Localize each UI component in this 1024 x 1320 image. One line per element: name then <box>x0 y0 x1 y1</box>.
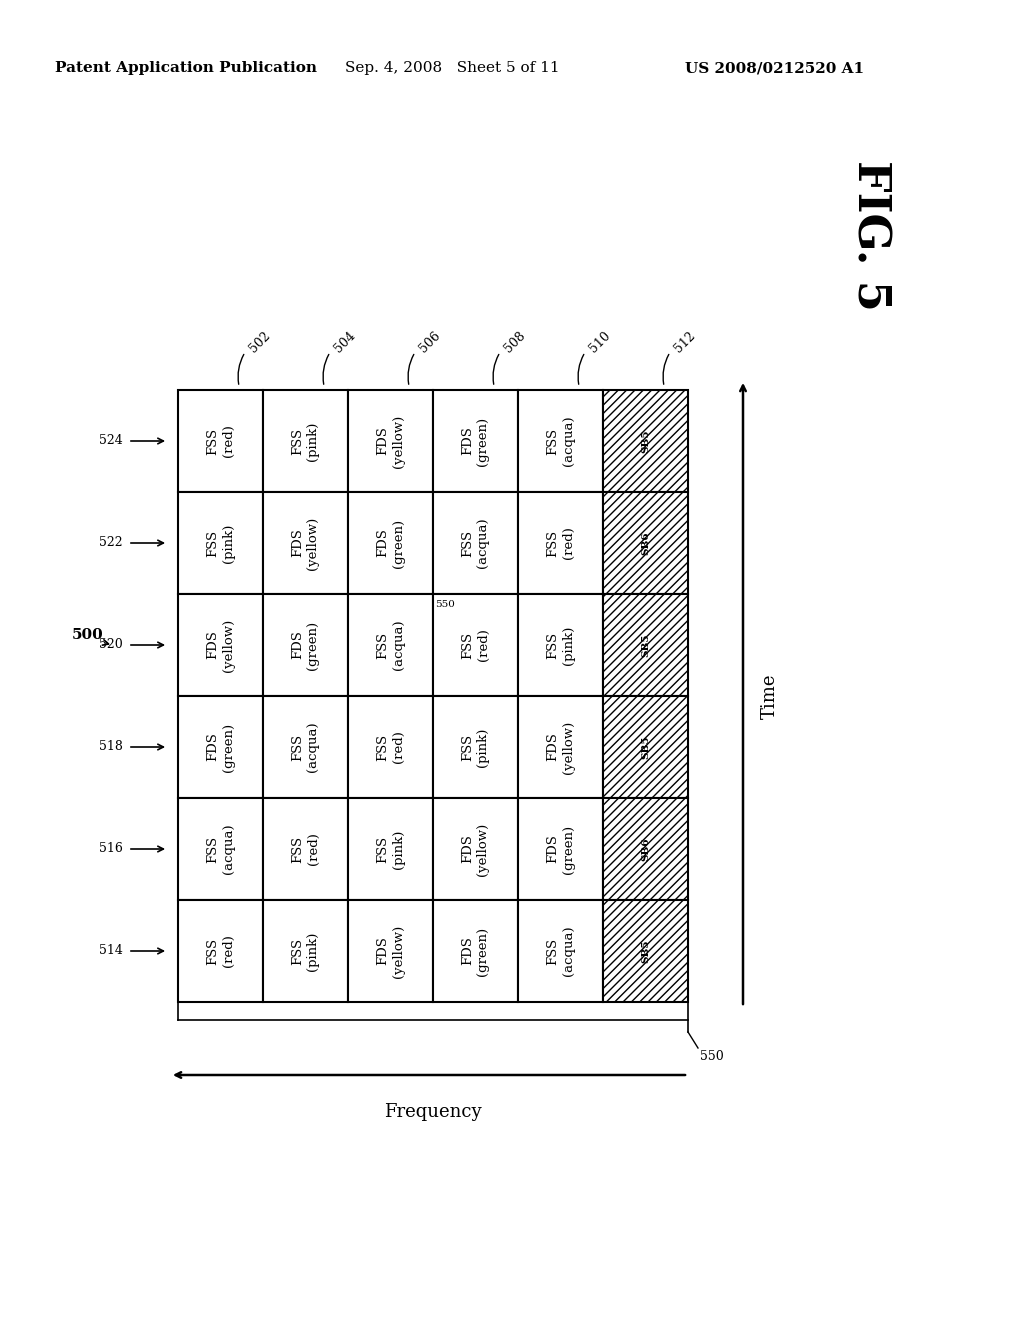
Bar <box>348 594 433 696</box>
Text: FSS
(red): FSS (red) <box>547 527 574 560</box>
Bar <box>348 492 433 594</box>
Bar <box>518 492 603 594</box>
Text: 512: 512 <box>672 329 698 355</box>
Text: SB5: SB5 <box>641 634 650 657</box>
Text: US 2008/0212520 A1: US 2008/0212520 A1 <box>685 61 864 75</box>
Text: SB5: SB5 <box>641 429 650 453</box>
Text: FDS
(yellow): FDS (yellow) <box>207 618 234 672</box>
Text: 514: 514 <box>99 945 123 957</box>
Bar <box>603 594 688 696</box>
Text: 550: 550 <box>435 601 455 609</box>
Text: SB5: SB5 <box>641 940 650 962</box>
Bar <box>603 799 688 900</box>
Bar <box>433 492 518 594</box>
Text: Frequency: Frequency <box>384 1104 482 1121</box>
Text: 508: 508 <box>502 329 528 355</box>
Text: FIG. 5: FIG. 5 <box>849 160 892 310</box>
Bar <box>433 594 518 696</box>
Text: FSS
(pink): FSS (pink) <box>377 829 404 869</box>
Text: FDS
(green): FDS (green) <box>462 416 489 466</box>
Text: FSS
(pink): FSS (pink) <box>292 421 319 461</box>
Bar <box>178 492 263 594</box>
Text: FSS
(acqua): FSS (acqua) <box>207 824 234 874</box>
Bar <box>348 389 433 492</box>
Text: FDS
(yellow): FDS (yellow) <box>377 414 404 467</box>
Text: FDS
(green): FDS (green) <box>207 722 234 772</box>
Text: FDS
(yellow): FDS (yellow) <box>377 924 404 978</box>
Text: FSS
(acqua): FSS (acqua) <box>547 925 574 977</box>
Text: FDS
(green): FDS (green) <box>292 620 319 669</box>
Text: SB5: SB5 <box>641 735 650 759</box>
Text: FDS
(yellow): FDS (yellow) <box>547 721 574 774</box>
Bar <box>433 900 518 1002</box>
Text: FDS
(yellow): FDS (yellow) <box>462 822 489 875</box>
Text: 520: 520 <box>99 639 123 652</box>
Text: FSS
(red): FSS (red) <box>462 628 489 661</box>
Bar <box>263 492 348 594</box>
Text: 502: 502 <box>247 329 273 355</box>
Bar <box>263 696 348 799</box>
Bar <box>603 389 688 492</box>
Text: FSS
(pink): FSS (pink) <box>207 523 234 562</box>
Text: FDS
(green): FDS (green) <box>462 927 489 975</box>
Bar <box>348 799 433 900</box>
Text: FDS
(yellow): FDS (yellow) <box>292 516 319 570</box>
Bar <box>178 900 263 1002</box>
Text: FSS
(acqua): FSS (acqua) <box>547 416 574 466</box>
Text: 500: 500 <box>72 628 103 642</box>
Text: FSS
(pink): FSS (pink) <box>292 932 319 970</box>
Bar <box>518 389 603 492</box>
Text: SB6: SB6 <box>641 837 650 861</box>
Text: Sep. 4, 2008   Sheet 5 of 11: Sep. 4, 2008 Sheet 5 of 11 <box>345 61 560 75</box>
Text: 518: 518 <box>99 741 123 754</box>
Bar <box>178 696 263 799</box>
Bar <box>603 492 688 594</box>
Bar <box>603 799 688 900</box>
Bar <box>603 900 688 1002</box>
Text: 522: 522 <box>99 536 123 549</box>
Bar <box>263 799 348 900</box>
Text: FSS
(red): FSS (red) <box>207 935 234 968</box>
Bar <box>603 594 688 696</box>
Bar <box>178 799 263 900</box>
Text: FSS
(pink): FSS (pink) <box>462 727 489 767</box>
Bar <box>433 389 518 492</box>
Bar <box>433 696 518 799</box>
Text: FSS
(acqua): FSS (acqua) <box>462 517 489 569</box>
Text: Time: Time <box>761 673 779 719</box>
Bar <box>603 696 688 799</box>
Text: FSS
(acqua): FSS (acqua) <box>292 722 319 772</box>
Text: 550: 550 <box>700 1049 724 1063</box>
Bar <box>263 900 348 1002</box>
Text: FSS
(pink): FSS (pink) <box>547 626 574 665</box>
Bar <box>603 389 688 492</box>
Text: SB6: SB6 <box>641 531 650 554</box>
Bar <box>518 900 603 1002</box>
Text: FDS
(green): FDS (green) <box>377 519 404 568</box>
Text: FSS
(red): FSS (red) <box>292 833 319 866</box>
Text: 506: 506 <box>417 329 443 355</box>
Bar <box>178 594 263 696</box>
Bar <box>603 492 688 594</box>
Bar <box>518 696 603 799</box>
Bar <box>348 696 433 799</box>
Bar <box>603 696 688 799</box>
Text: 524: 524 <box>99 434 123 447</box>
Bar <box>433 799 518 900</box>
Bar <box>348 900 433 1002</box>
Bar <box>518 799 603 900</box>
Bar <box>263 594 348 696</box>
Bar <box>263 389 348 492</box>
Text: 510: 510 <box>587 329 613 355</box>
Text: FSS
(red): FSS (red) <box>207 425 234 458</box>
Text: 504: 504 <box>332 329 358 355</box>
Text: FSS
(red): FSS (red) <box>377 730 404 763</box>
Bar <box>518 594 603 696</box>
Text: Patent Application Publication: Patent Application Publication <box>55 61 317 75</box>
Bar <box>603 900 688 1002</box>
Text: FDS
(green): FDS (green) <box>547 825 574 874</box>
Text: FSS
(acqua): FSS (acqua) <box>377 619 404 671</box>
Text: 516: 516 <box>99 842 123 855</box>
Bar <box>178 389 263 492</box>
